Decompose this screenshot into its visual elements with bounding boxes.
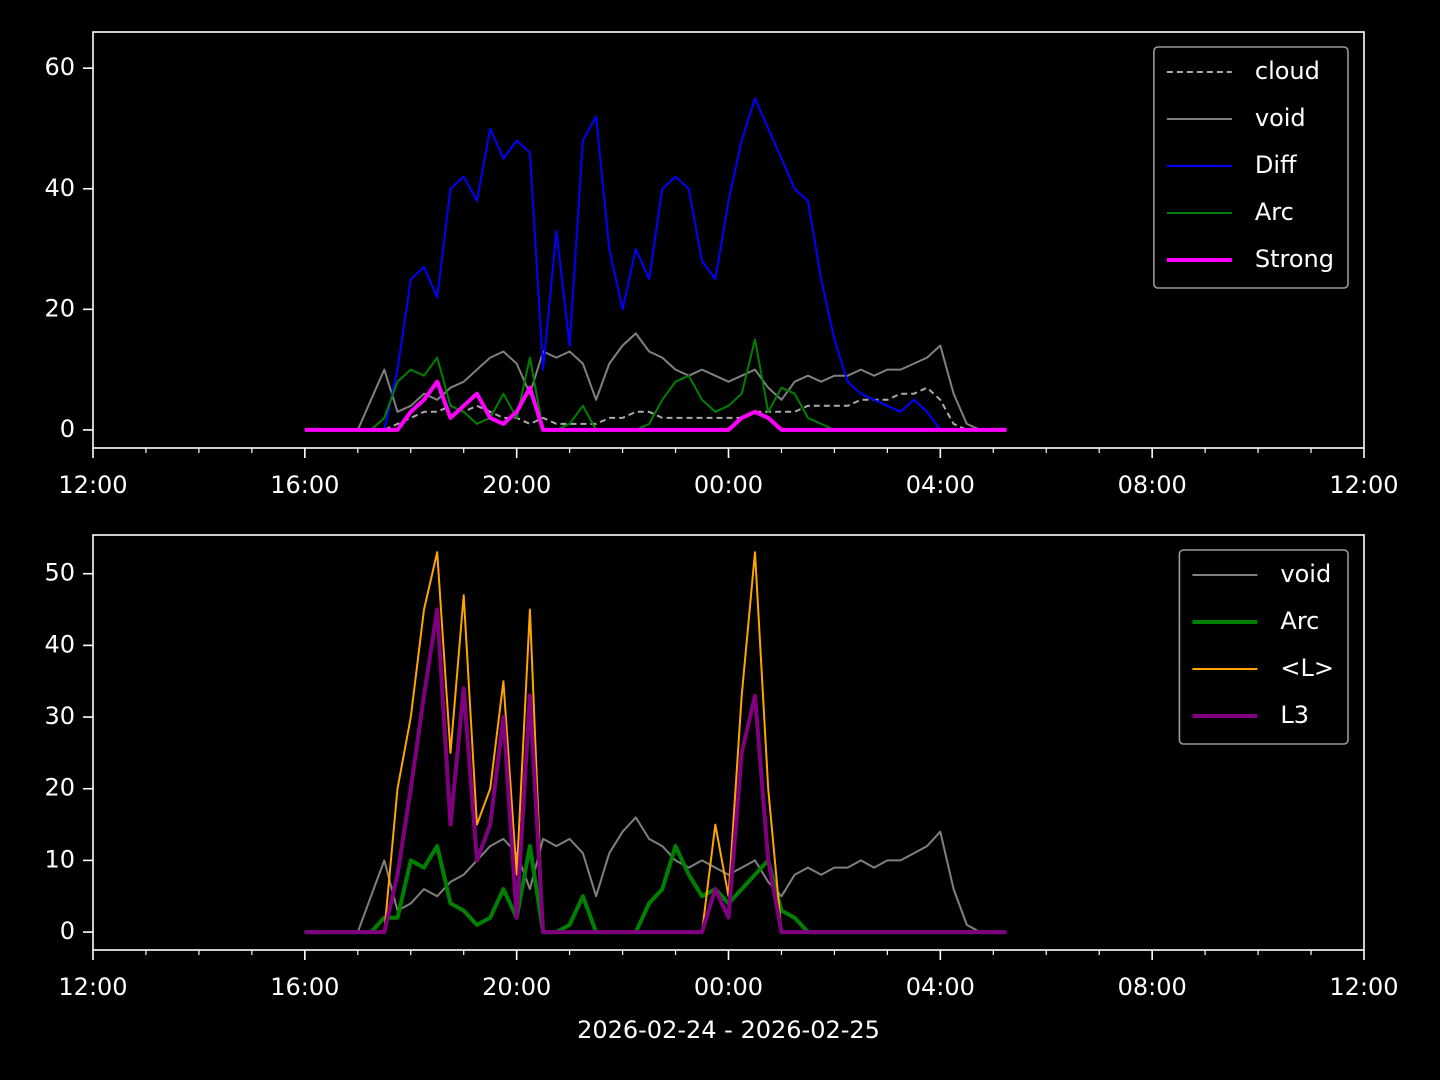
legend-label: void	[1280, 560, 1331, 588]
series-line	[304, 332, 1007, 431]
x-tick-label: 08:00	[1118, 973, 1187, 1001]
y-tick-label: 20	[44, 774, 75, 802]
axes: 12:00 16:00 20:00 00:00 04:00 08:00 12:00 0 10 20…	[44, 534, 1399, 1044]
y-tick-label: 60	[44, 53, 75, 81]
legend-label: Arc	[1280, 607, 1319, 635]
series-line	[304, 97, 1007, 431]
legend-label: <L>	[1280, 654, 1334, 682]
x-tick-label: 16:00	[270, 973, 339, 1001]
y-tick-label: 30	[44, 702, 75, 730]
x-tick-label: 12:00	[58, 471, 127, 499]
legend-box	[1178, 549, 1349, 745]
legend-label: Strong	[1255, 245, 1334, 273]
series-line	[304, 338, 1007, 431]
y-tick-label: 20	[44, 294, 75, 322]
x-tick-label: 00:00	[694, 973, 763, 1001]
legend: void Arc <L> L3	[1178, 549, 1349, 745]
y-tick-label: 40	[44, 174, 75, 202]
x-tick-label: 04:00	[906, 973, 975, 1001]
y-tick-label: 0	[60, 415, 75, 443]
y-tick-label: 0	[60, 917, 75, 945]
x-tick-label: 12:00	[1329, 973, 1398, 1001]
legend: cloud void Diff Arc Strong	[1153, 46, 1349, 289]
series-line	[304, 386, 1007, 431]
legend-label: L3	[1280, 701, 1309, 729]
y-tick-label: 10	[44, 845, 75, 873]
x-tick-label: 16:00	[270, 471, 339, 499]
x-tick-label: 12:00	[1329, 471, 1398, 499]
series-line	[304, 379, 1007, 432]
legend-label: Arc	[1255, 198, 1294, 226]
legend-label: cloud	[1255, 57, 1320, 85]
series-line	[304, 551, 1007, 934]
legend-box	[1153, 46, 1349, 289]
series-line	[304, 607, 1007, 935]
legend-label: void	[1255, 104, 1306, 132]
x-tick-label: 20:00	[482, 471, 551, 499]
series-line	[304, 816, 1007, 934]
x-tick-label: 08:00	[1118, 471, 1187, 499]
legend-label: Diff	[1255, 151, 1297, 179]
x-tick-label: 04:00	[906, 471, 975, 499]
x-tick-label: 12:00	[58, 973, 127, 1001]
x-tick-label: 00:00	[694, 471, 763, 499]
x-axis-label: 2026-02-24 - 2026-02-25	[577, 1016, 880, 1044]
y-tick-label: 50	[44, 559, 75, 587]
axes: 12:00 16:00 20:00 00:00 04:00 08:00 12:00 0 20 40…	[44, 31, 1399, 499]
x-tick-label: 20:00	[482, 973, 551, 1001]
y-tick-label: 40	[44, 630, 75, 658]
